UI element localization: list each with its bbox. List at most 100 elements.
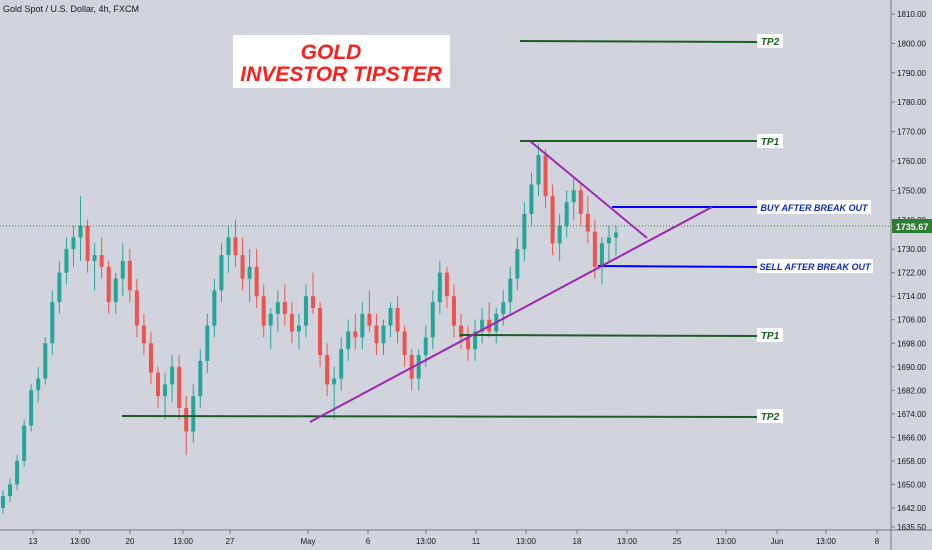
candle-body-up bbox=[473, 331, 478, 350]
price-tick-label: 1658.00 bbox=[897, 457, 926, 466]
price-tick-label: 1682.00 bbox=[897, 386, 926, 395]
candle-body-down bbox=[311, 296, 316, 308]
time-tick-label: 13:00 bbox=[70, 537, 91, 546]
price-tick-label: 1770.00 bbox=[897, 128, 926, 137]
candle-body-up bbox=[536, 155, 541, 185]
candle-body-up bbox=[120, 260, 125, 279]
candle-body-down bbox=[134, 290, 139, 326]
candle-body-up bbox=[205, 325, 210, 361]
candle-body-up bbox=[71, 237, 76, 250]
candle-body-down bbox=[184, 407, 189, 432]
candle-body-down bbox=[451, 296, 456, 326]
candles bbox=[1, 143, 618, 514]
candle-body-down bbox=[177, 366, 182, 408]
candle-body-up bbox=[332, 378, 337, 385]
candle-body-up bbox=[78, 225, 83, 238]
candle-body-up bbox=[212, 290, 217, 326]
candle-body-down bbox=[374, 325, 379, 344]
candle-body-up bbox=[557, 225, 562, 244]
candle-body-up bbox=[515, 249, 520, 279]
candle-body-up bbox=[416, 355, 421, 379]
candle-body-down bbox=[325, 355, 330, 385]
price-tick-label: 1635.50 bbox=[897, 523, 926, 532]
candle-body-up bbox=[1, 496, 5, 508]
candle-body-up bbox=[339, 349, 344, 379]
price-tick-label: 1690.00 bbox=[897, 363, 926, 372]
banner-line2: INVESTOR TIPSTER bbox=[240, 63, 442, 86]
label-sell-after-break-out: SELL AFTER BREAK OUT bbox=[757, 259, 873, 273]
time-tick-label: 13:00 bbox=[716, 537, 737, 546]
time-tick-label: 6 bbox=[366, 537, 371, 546]
price-tick-label: 1800.00 bbox=[897, 39, 926, 48]
candle-body-up bbox=[599, 243, 604, 267]
candle-body-down bbox=[254, 266, 259, 297]
candle-body-down bbox=[395, 307, 400, 332]
price-tick-label: 1722.00 bbox=[897, 269, 926, 278]
candle-body-up bbox=[571, 190, 576, 203]
candle-body-down bbox=[466, 337, 471, 350]
sell-breakout-line[interactable] bbox=[597, 265, 761, 268]
price-tick-label: 1790.00 bbox=[897, 69, 926, 78]
descending-trendline[interactable] bbox=[529, 140, 648, 239]
time-tick-label: 11 bbox=[472, 537, 481, 546]
tp1-bottom-line[interactable] bbox=[459, 334, 761, 337]
candle-body-up bbox=[163, 384, 168, 397]
candle-body-down bbox=[543, 155, 548, 197]
price-tick-label: 1810.00 bbox=[897, 10, 926, 19]
price-tick-label: 1760.00 bbox=[897, 157, 926, 166]
svg-text:TP1: TP1 bbox=[761, 137, 780, 148]
candle-body-down bbox=[99, 255, 104, 267]
candle-body-up bbox=[437, 272, 442, 303]
time-tick-label: 8 bbox=[875, 537, 880, 546]
candle-body-up bbox=[268, 313, 273, 326]
candle-body-down bbox=[141, 325, 146, 344]
svg-text:TP2: TP2 bbox=[761, 37, 780, 48]
candle-body-up bbox=[614, 232, 618, 238]
candle-body-up bbox=[388, 307, 393, 326]
candle-body-down bbox=[85, 225, 90, 261]
candle-body-up bbox=[381, 325, 386, 344]
candle-body-up bbox=[50, 302, 55, 344]
price-tick-label: 1730.00 bbox=[897, 245, 926, 254]
candle-body-up bbox=[219, 255, 224, 291]
candle-body-down bbox=[585, 213, 590, 232]
candle-body-down bbox=[127, 260, 132, 291]
time-tick-label: 13:00 bbox=[416, 537, 437, 546]
svg-text:BUY AFTER BREAK OUT: BUY AFTER BREAK OUT bbox=[760, 203, 869, 213]
candle-body-up bbox=[92, 255, 97, 261]
candle-body-up bbox=[247, 266, 252, 279]
candle-body-up bbox=[303, 296, 308, 326]
candle-body-down bbox=[261, 296, 266, 326]
candle-body-up bbox=[275, 302, 280, 314]
svg-text:TP1: TP1 bbox=[761, 331, 780, 342]
candle-body-up bbox=[296, 325, 301, 332]
price-tick-label: 1714.00 bbox=[897, 292, 926, 301]
price-tick-label: 1674.00 bbox=[897, 410, 926, 419]
tp2-top-line[interactable] bbox=[519, 40, 761, 43]
candle-body-down bbox=[444, 272, 449, 297]
time-axis[interactable]: 13 13:00 20 13:00 27 May 6 13:00 11 13:00 18 13:00 2… bbox=[29, 530, 880, 546]
candle-body-up bbox=[346, 331, 351, 350]
candle-body-up bbox=[29, 390, 34, 426]
candle-body-down bbox=[367, 313, 372, 326]
svg-text:SELL AFTER BREAK OUT: SELL AFTER BREAK OUT bbox=[759, 262, 872, 272]
candle-body-down bbox=[318, 307, 323, 356]
svg-text:TP2: TP2 bbox=[761, 412, 780, 423]
candle-body-up bbox=[508, 278, 513, 303]
candle-body-up bbox=[198, 360, 203, 397]
candle-body-up bbox=[226, 237, 231, 256]
candle-body-down bbox=[578, 190, 583, 214]
candle-body-up bbox=[423, 337, 428, 356]
price-tick-label: 1650.00 bbox=[897, 480, 926, 489]
tp2-bottom-line[interactable] bbox=[121, 415, 761, 418]
price-tick-label: 1706.00 bbox=[897, 316, 926, 325]
candle-body-down bbox=[233, 237, 238, 256]
candle-body-up bbox=[170, 366, 175, 385]
candle-body-up bbox=[36, 378, 41, 391]
ascending-trendline[interactable] bbox=[309, 206, 713, 423]
candle-body-up bbox=[43, 343, 48, 379]
candle-body-up bbox=[522, 213, 527, 250]
price-tick-label: 1666.00 bbox=[897, 433, 926, 442]
